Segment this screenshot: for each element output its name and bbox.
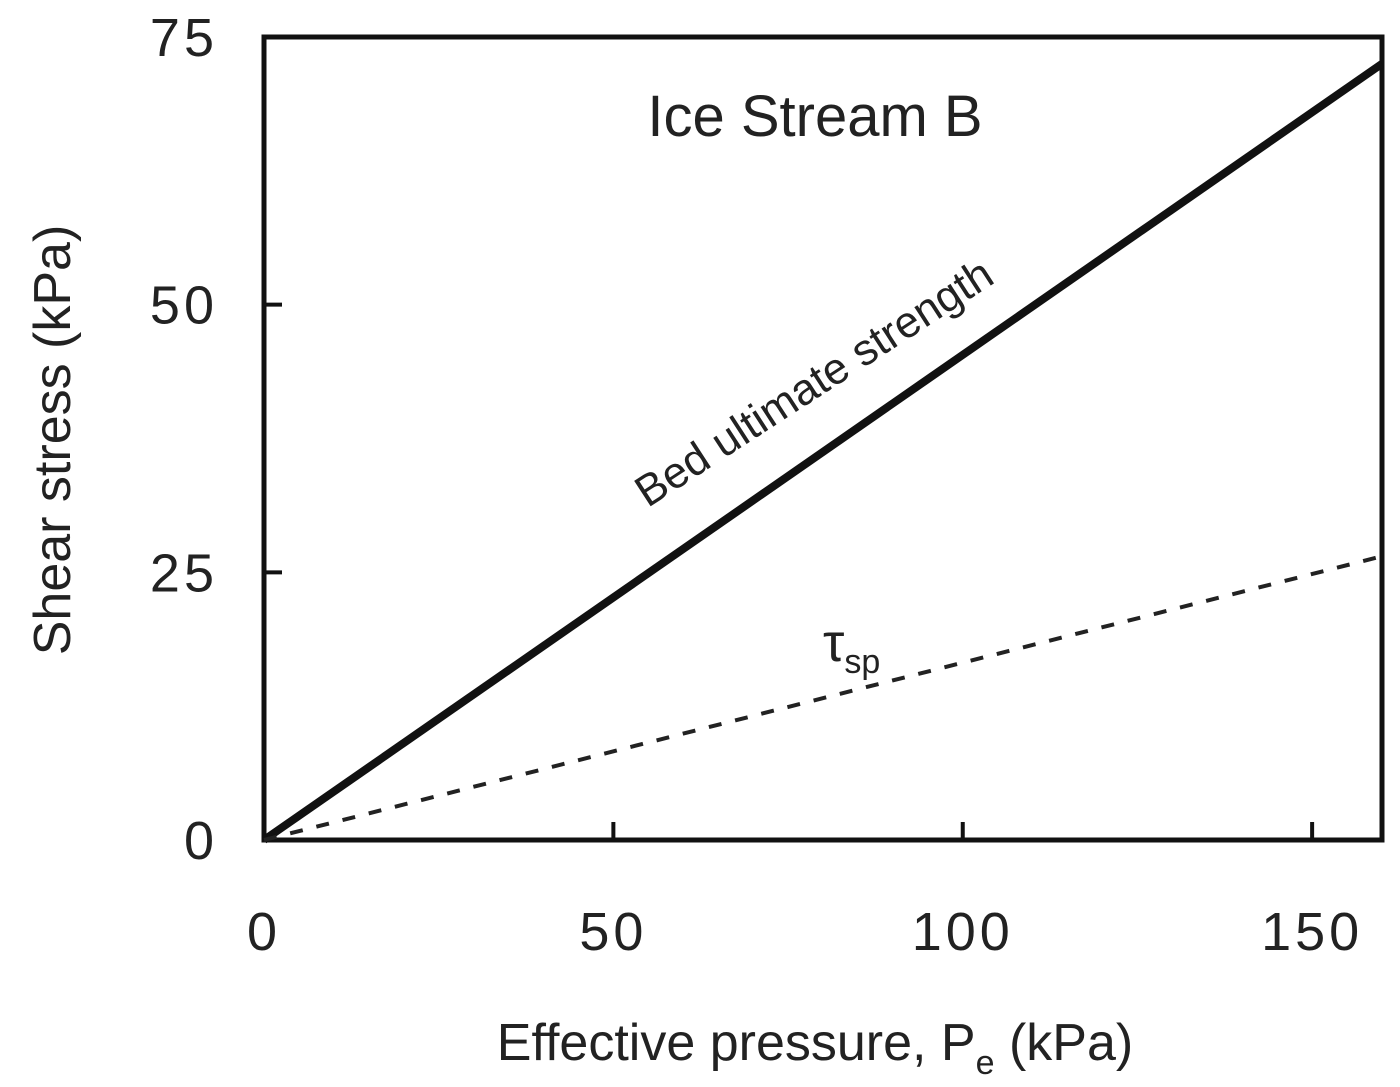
x-tick-label: 0	[247, 902, 281, 962]
tau-symbol: τ	[823, 613, 844, 673]
x-tick-label: 150	[1261, 902, 1363, 962]
tick-labels: 0 50 100 150 0 25 50 75	[150, 8, 1363, 962]
y-tick-label: 25	[150, 543, 218, 603]
y-tick-label: 75	[150, 8, 218, 68]
series-bed-ultimate-strength-line	[261, 60, 1385, 844]
series-layer	[261, 60, 1385, 844]
x-tick-label: 100	[912, 902, 1014, 962]
plot-frame	[261, 34, 1385, 843]
bed-ultimate-strength-label: Bed ultimate strength	[626, 249, 1001, 517]
x-tick-label: 50	[579, 902, 647, 962]
y-tick-label: 50	[150, 276, 218, 336]
series-tau-sp-line	[263, 554, 1383, 842]
x-axis-title: Effective pressure, Pe (kPa)	[497, 1014, 1133, 1082]
x-axis-title-unit: (kPa)	[995, 1014, 1134, 1072]
y-axis-title: Shear stress (kPa)	[24, 225, 82, 656]
tau-subscript: sp	[844, 643, 880, 681]
x-axis-title-subscript: e	[976, 1044, 995, 1082]
chart-title: Ice Stream B	[647, 84, 982, 149]
ticks	[264, 302, 1315, 840]
x-axis-title-main: Effective pressure, P	[497, 1014, 976, 1072]
tau-sp-label: τsp	[823, 613, 880, 681]
y-tick-label: 0	[184, 811, 218, 871]
